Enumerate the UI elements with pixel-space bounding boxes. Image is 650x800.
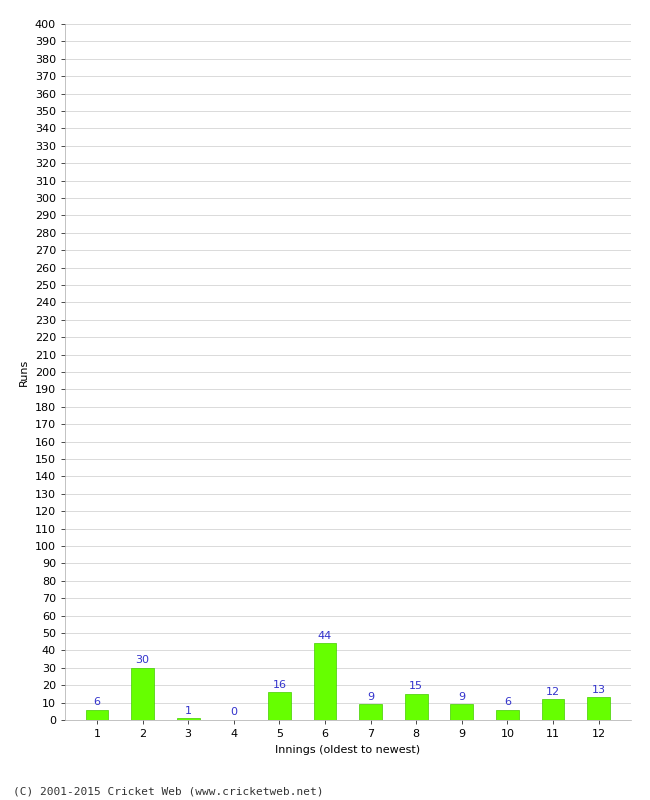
Text: 44: 44	[318, 631, 332, 641]
Bar	[450, 704, 473, 720]
X-axis label: Innings (oldest to newest): Innings (oldest to newest)	[275, 745, 421, 754]
Bar	[177, 718, 200, 720]
Y-axis label: Runs: Runs	[19, 358, 29, 386]
Bar	[131, 668, 154, 720]
Bar	[405, 694, 428, 720]
Text: 0: 0	[230, 707, 237, 718]
Text: 6: 6	[94, 697, 100, 707]
Text: 16: 16	[272, 679, 287, 690]
Text: 13: 13	[592, 685, 606, 694]
Text: 9: 9	[367, 692, 374, 702]
Text: 1: 1	[185, 706, 192, 716]
Text: 9: 9	[458, 692, 465, 702]
Bar	[541, 699, 564, 720]
Bar	[86, 710, 109, 720]
Bar	[587, 698, 610, 720]
Bar	[268, 692, 291, 720]
Bar	[496, 710, 519, 720]
Bar	[359, 704, 382, 720]
Text: (C) 2001-2015 Cricket Web (www.cricketweb.net): (C) 2001-2015 Cricket Web (www.cricketwe…	[13, 786, 324, 796]
Text: 6: 6	[504, 697, 511, 707]
Text: 12: 12	[546, 686, 560, 697]
Text: 30: 30	[136, 655, 150, 665]
Bar	[313, 643, 336, 720]
Text: 15: 15	[409, 682, 423, 691]
